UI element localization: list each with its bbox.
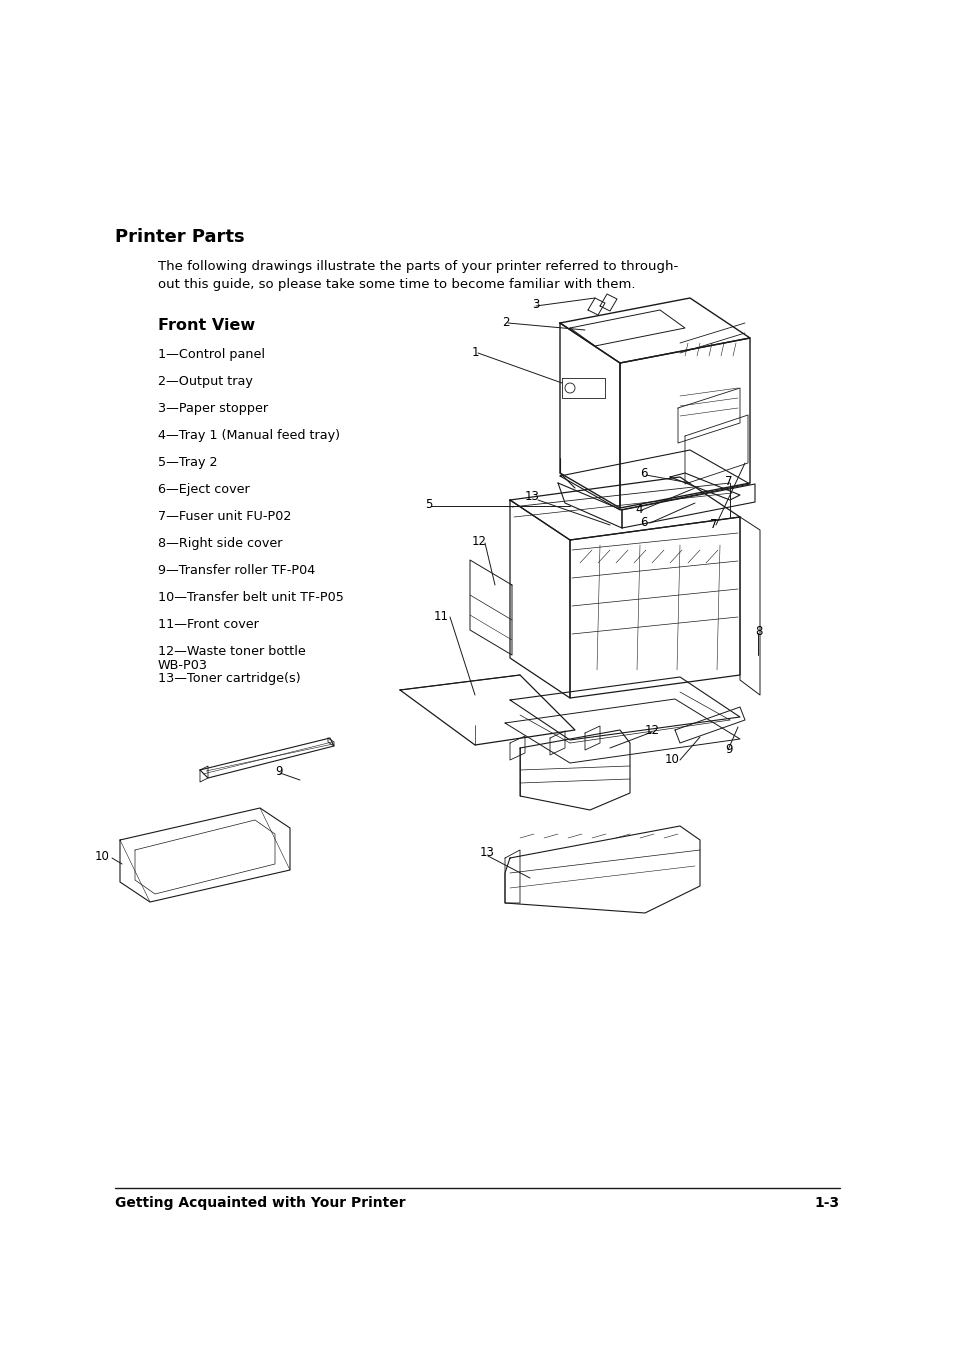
Text: 10—Transfer belt unit TF-P05: 10—Transfer belt unit TF-P05 [158, 591, 343, 603]
Text: Front View: Front View [158, 319, 254, 333]
Text: 11—Front cover: 11—Front cover [158, 618, 258, 630]
Text: 1: 1 [472, 346, 479, 359]
Text: Printer Parts: Printer Parts [115, 228, 244, 246]
Text: 4—Tray 1 (Manual feed tray): 4—Tray 1 (Manual feed tray) [158, 429, 339, 441]
Text: 7: 7 [724, 475, 732, 487]
Text: 7—Fuser unit FU-P02: 7—Fuser unit FU-P02 [158, 510, 291, 522]
Text: 3—Paper stopper: 3—Paper stopper [158, 402, 268, 414]
Text: Getting Acquainted with Your Printer: Getting Acquainted with Your Printer [115, 1196, 405, 1210]
Text: 8: 8 [754, 625, 761, 639]
Text: 1-3: 1-3 [814, 1196, 840, 1210]
Text: 9: 9 [274, 765, 282, 778]
Text: 13—Toner cartridge(s): 13—Toner cartridge(s) [158, 672, 300, 684]
Text: 12: 12 [644, 724, 659, 737]
Text: 2—Output tray: 2—Output tray [158, 375, 253, 387]
Text: 5—Tray 2: 5—Tray 2 [158, 456, 217, 468]
Text: out this guide, so please take some time to become familiar with them.: out this guide, so please take some time… [158, 278, 635, 292]
Text: 6: 6 [639, 516, 647, 529]
Text: 4: 4 [635, 504, 641, 516]
Text: 10: 10 [95, 850, 110, 863]
Text: 12: 12 [472, 535, 486, 548]
Text: 9: 9 [724, 743, 732, 756]
Text: 13: 13 [524, 490, 539, 504]
Text: 8—Right side cover: 8—Right side cover [158, 537, 282, 549]
Text: 6: 6 [639, 467, 647, 481]
Text: 3: 3 [532, 298, 538, 311]
Text: 10: 10 [664, 753, 679, 765]
Text: 12—Waste toner bottle: 12—Waste toner bottle [158, 645, 305, 657]
Text: WB-P03: WB-P03 [158, 659, 208, 672]
Text: 7: 7 [709, 518, 717, 531]
Text: 2: 2 [501, 316, 509, 329]
Text: 11: 11 [434, 610, 449, 622]
Text: 9—Transfer roller TF-P04: 9—Transfer roller TF-P04 [158, 564, 314, 576]
Text: The following drawings illustrate the parts of your printer referred to through-: The following drawings illustrate the pa… [158, 261, 678, 273]
Text: 6—Eject cover: 6—Eject cover [158, 483, 250, 495]
Text: 1—Control panel: 1—Control panel [158, 348, 265, 360]
Text: 13: 13 [479, 846, 495, 859]
Text: 5: 5 [424, 498, 432, 512]
